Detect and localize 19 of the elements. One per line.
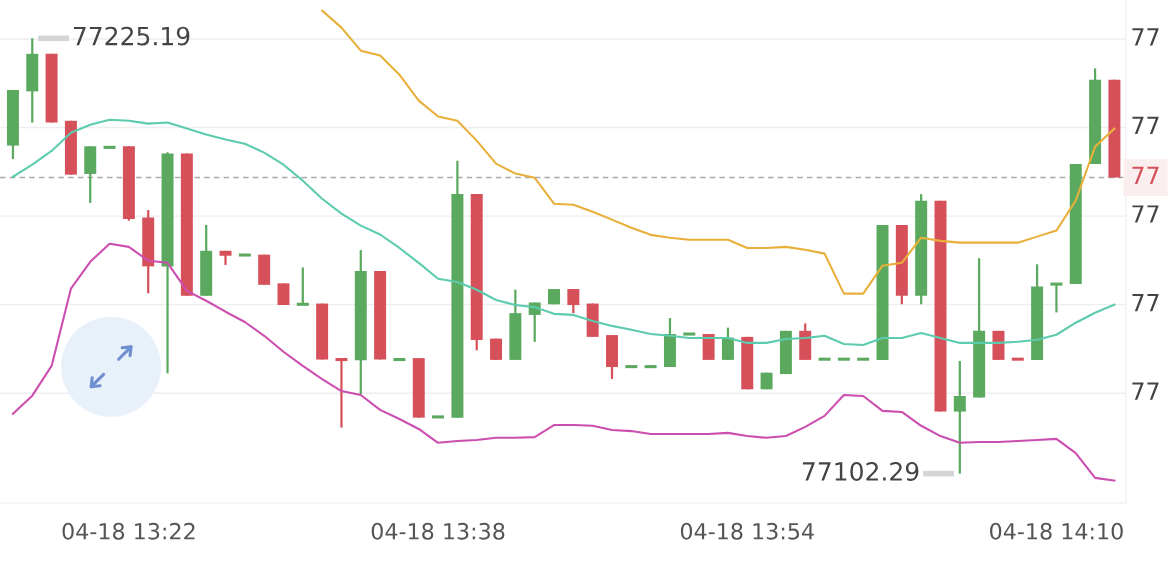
text: 77: [1132, 116, 1159, 135]
text: 77: [1132, 293, 1159, 312]
candlestick: [721, 326, 734, 361]
annotation: 77225.19: [73, 26, 190, 46]
x-tick-label: 04-18 13:22: [62, 522, 195, 540]
candlestick: [1050, 282, 1063, 314]
x-tick-label: 04-18 13:38: [371, 522, 505, 540]
text: 77: [1132, 166, 1159, 184]
text: 77: [1132, 205, 1159, 223]
candlestick: [567, 287, 580, 315]
candlestick: [953, 359, 966, 475]
x-tick-label: 04-18 14:10: [990, 522, 1123, 540]
candlestick: [335, 358, 348, 429]
annotation: 77102.29: [802, 461, 919, 481]
candlestick: [295, 266, 309, 306]
candlestick: [277, 282, 290, 307]
text: 77: [1132, 382, 1159, 400]
x-tick-label: 04-18 13:54: [680, 522, 814, 540]
text: 77: [1132, 28, 1159, 46]
